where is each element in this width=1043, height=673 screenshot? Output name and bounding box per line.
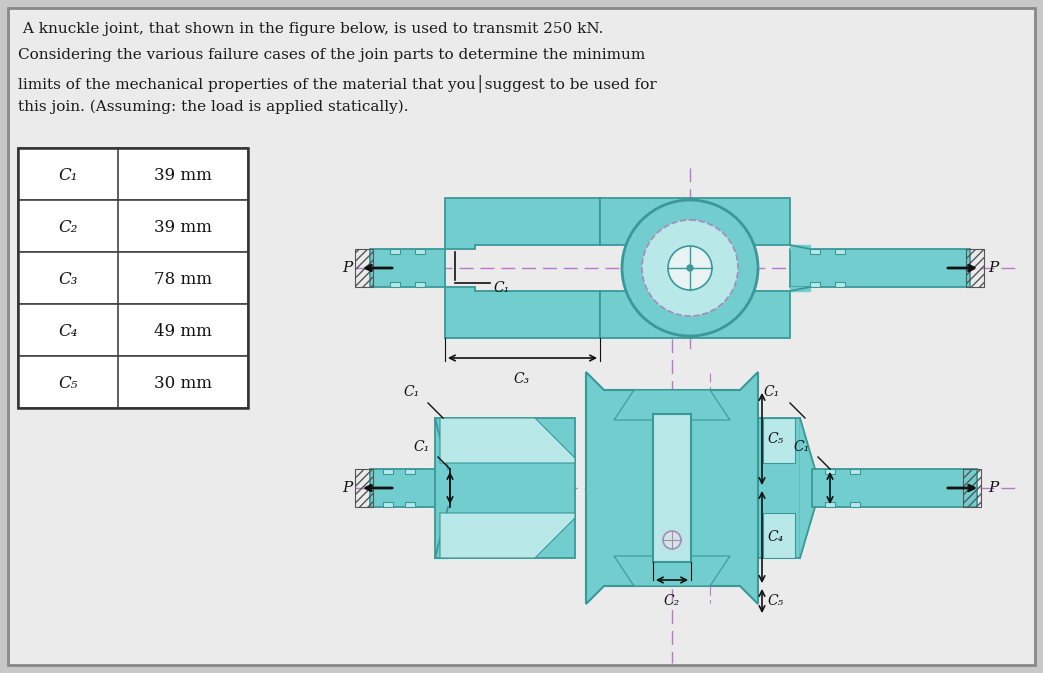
Bar — [850, 502, 860, 507]
Text: C₃: C₃ — [514, 372, 530, 386]
Text: 49 mm: 49 mm — [154, 322, 212, 339]
Bar — [390, 282, 401, 287]
Polygon shape — [445, 198, 600, 249]
Circle shape — [687, 265, 693, 271]
Bar — [825, 502, 835, 507]
Text: C₂: C₂ — [664, 594, 680, 608]
Text: C₅: C₅ — [767, 432, 783, 446]
Text: C₁: C₁ — [763, 385, 780, 399]
Bar — [18, 252, 248, 304]
Bar — [653, 414, 692, 562]
Polygon shape — [763, 418, 795, 463]
Bar — [835, 282, 845, 287]
Text: Considering the various failure cases of the join parts to determine the minimum: Considering the various failure cases of… — [18, 48, 646, 62]
Text: C₁: C₁ — [58, 166, 77, 184]
Text: C₁: C₁ — [404, 385, 420, 399]
Polygon shape — [790, 245, 810, 249]
Ellipse shape — [668, 246, 712, 290]
Bar — [835, 249, 845, 254]
Bar — [415, 282, 425, 287]
Bar — [405, 502, 415, 507]
Polygon shape — [586, 372, 758, 604]
Bar — [963, 469, 981, 507]
Bar — [18, 148, 248, 200]
Text: C₁: C₁ — [493, 281, 509, 295]
Text: C₄: C₄ — [58, 322, 77, 339]
Polygon shape — [790, 287, 810, 291]
Bar — [790, 249, 970, 287]
Bar — [758, 418, 800, 558]
Text: P: P — [342, 481, 353, 495]
Bar — [825, 469, 835, 474]
Text: limits of the mechanical properties of the material that you│suggest to be used : limits of the mechanical properties of t… — [18, 74, 657, 92]
Bar — [405, 469, 415, 474]
Text: this join. (Assuming: the load is applied statically).: this join. (Assuming: the load is applie… — [18, 100, 409, 114]
Text: P: P — [988, 261, 998, 275]
Polygon shape — [614, 556, 730, 586]
Bar — [370, 249, 445, 287]
Bar — [18, 148, 248, 408]
Text: C₁: C₁ — [794, 440, 810, 454]
Ellipse shape — [622, 200, 758, 336]
Polygon shape — [440, 513, 575, 558]
Bar — [812, 469, 977, 507]
Bar — [415, 249, 425, 254]
Bar — [18, 304, 248, 356]
Ellipse shape — [642, 220, 738, 316]
Circle shape — [663, 531, 681, 549]
Text: P: P — [988, 481, 998, 495]
Bar — [370, 469, 448, 507]
Text: 39 mm: 39 mm — [154, 166, 212, 184]
Polygon shape — [600, 291, 790, 338]
Bar — [355, 249, 373, 287]
Bar — [383, 469, 393, 474]
Text: C₅: C₅ — [58, 374, 77, 392]
Text: C₄: C₄ — [767, 530, 783, 544]
Text: C₃: C₃ — [58, 271, 77, 287]
Text: A knuckle joint, that shown in the figure below, is used to transmit 250 kN.: A knuckle joint, that shown in the figur… — [18, 22, 603, 36]
Text: C₁: C₁ — [414, 440, 430, 454]
Polygon shape — [435, 418, 448, 558]
Polygon shape — [440, 418, 575, 463]
Polygon shape — [600, 198, 790, 245]
Polygon shape — [763, 513, 795, 558]
Bar — [850, 469, 860, 474]
Text: 39 mm: 39 mm — [154, 219, 212, 236]
Polygon shape — [445, 287, 600, 338]
Bar — [810, 282, 820, 287]
Bar — [18, 356, 248, 408]
Text: 78 mm: 78 mm — [154, 271, 212, 287]
Polygon shape — [800, 418, 815, 558]
Text: C₅: C₅ — [767, 594, 783, 608]
Bar — [810, 249, 820, 254]
Bar — [383, 502, 393, 507]
Bar — [18, 200, 248, 252]
Text: 30 mm: 30 mm — [154, 374, 212, 392]
Text: C₂: C₂ — [58, 219, 77, 236]
Bar — [966, 249, 984, 287]
Bar — [355, 469, 373, 507]
Text: P: P — [342, 261, 353, 275]
Bar — [390, 249, 401, 254]
Bar — [435, 418, 575, 558]
Polygon shape — [614, 390, 730, 420]
